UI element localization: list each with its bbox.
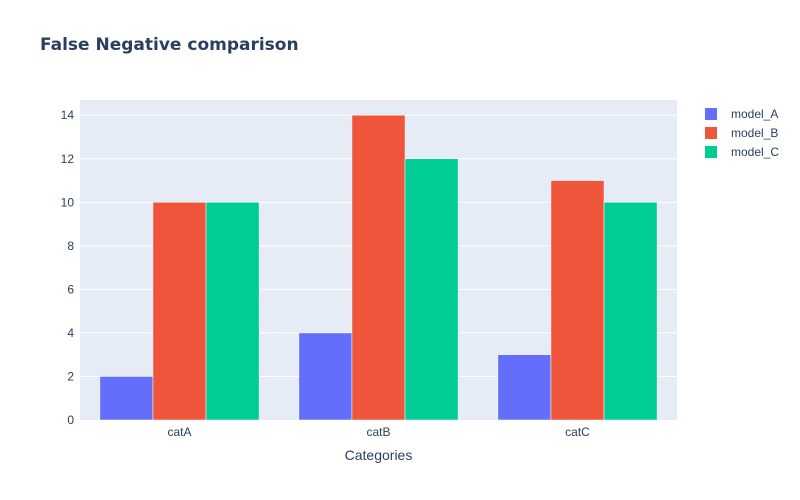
y-tick-label: 2 xyxy=(67,369,74,383)
x-tick-label: catA xyxy=(167,425,191,439)
legend-item-model_B[interactable]: model_B xyxy=(705,126,778,140)
y-tick-label: 14 xyxy=(61,108,75,122)
chart-title: False Negative comparison xyxy=(40,35,299,55)
x-tick-label: catC xyxy=(565,425,590,439)
legend-label: model_A xyxy=(731,107,778,121)
bar-model_B-catB[interactable] xyxy=(351,114,406,421)
y-tick-label: 4 xyxy=(67,326,74,340)
x-axis-title: Categories xyxy=(345,447,413,463)
y-tick-label: 0 xyxy=(67,413,74,427)
legend[interactable]: model_A model_B model_C xyxy=(705,107,779,159)
legend-item-model_C[interactable]: model_C xyxy=(705,145,779,159)
y-tick-label: 6 xyxy=(67,282,74,296)
bar-model_C-catA[interactable] xyxy=(205,202,260,421)
legend-swatch xyxy=(705,146,717,158)
legend-label: model_C xyxy=(731,145,779,159)
y-axis-ticks: 0 2 4 6 8 10 12 14 xyxy=(61,108,75,427)
bar-model_B-catC[interactable] xyxy=(550,180,605,421)
bar-model_A-catC[interactable] xyxy=(497,354,552,421)
bar-model_A-catB[interactable] xyxy=(298,332,353,421)
bar-model_C-catC[interactable] xyxy=(603,202,658,421)
legend-swatch xyxy=(705,108,717,120)
y-tick-label: 12 xyxy=(61,152,75,166)
y-tick-label: 10 xyxy=(61,195,75,209)
bar-model_A-catA[interactable] xyxy=(99,376,154,421)
y-tick-label: 8 xyxy=(67,239,74,253)
x-axis-ticks: catA catB catC xyxy=(167,425,590,439)
bars xyxy=(99,114,658,421)
x-tick-label: catB xyxy=(366,425,390,439)
legend-item-model_A[interactable]: model_A xyxy=(705,107,778,121)
legend-swatch xyxy=(705,127,717,139)
bar-model_C-catB[interactable] xyxy=(404,158,459,421)
bar-model_B-catA[interactable] xyxy=(152,202,207,421)
legend-label: model_B xyxy=(731,126,778,140)
